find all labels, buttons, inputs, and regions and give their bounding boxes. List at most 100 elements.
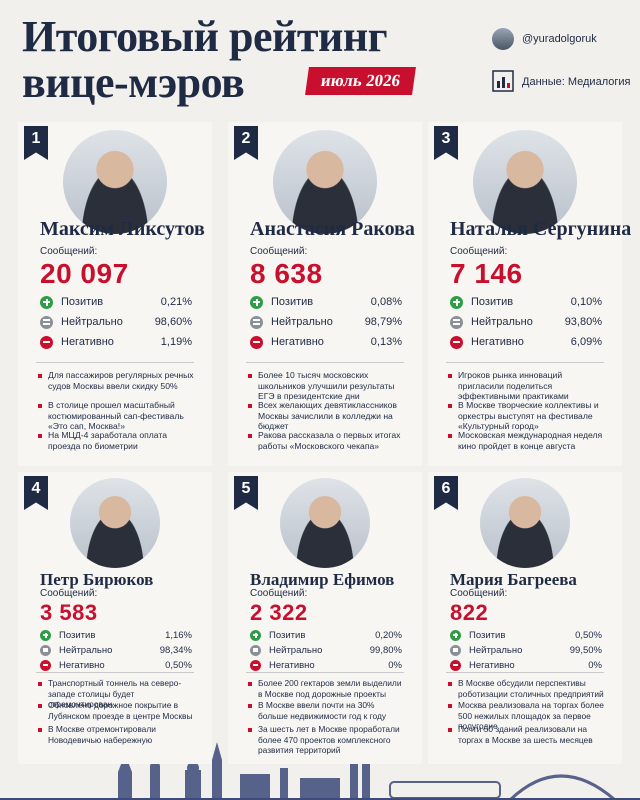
rating-card: 1 Максим Ликсутов Сообщений: 20 097 Позитив 0… [18,122,212,466]
sentiment-value: 98,60% [154,316,192,328]
divider [246,672,404,673]
rating-card: 3 Наталья Сергунина Сообщений: 7 146 Позитив… [428,122,631,466]
person-name: Наталья Сергунина [450,218,632,240]
news-item: Более 10 тысяч московских школьников улу… [248,370,406,402]
messages-label: Сообщений: [40,246,98,257]
sentiment-label: Позитив [59,630,96,641]
sentiment-icon [250,645,261,656]
sentiment-icon [40,630,51,641]
sentiment-icon [40,316,53,329]
sentiment-icon [450,645,461,656]
portrait [473,130,577,234]
messages-count: 2 322 [250,600,308,625]
messages-label: Сообщений: [40,588,98,599]
sentiment-value: 0,08% [370,296,402,308]
portrait [70,478,160,568]
sentiment-value: 98,79% [364,316,402,328]
sentiment-value: 0,10% [570,296,602,308]
rating-card: 6 Мария Багреева Сообщений: 822 Позитив 0,50%… [428,472,622,764]
sentiment-icon [250,630,261,641]
sentiment-label: Позитив [471,296,514,308]
chart-icon [492,70,514,92]
sentiment-value: 1,16% [165,630,192,641]
messages-label: Сообщений: [450,246,508,257]
news-item: Игроков рынка инноваций пригласили подел… [448,370,606,402]
person-name: Анастасия Ракова [250,218,415,240]
messages-label: Сообщений: [250,246,308,257]
news-item: В Москве ввели почти на 30% больше недви… [248,700,406,721]
news-item: Обновлено дорожное покрытие в Лубянском … [38,700,196,721]
sentiment-value: 0% [388,660,402,671]
messages-count: 8 638 [250,258,323,289]
sentiment-value: 93,80% [564,316,602,328]
messages-label: Сообщений: [250,588,308,599]
rank-badge: 4 [24,476,48,510]
source: Данные: Медиалогия [522,76,631,88]
sentiment-value: 0,50% [165,660,192,671]
person-name: Максим Ликсутов [40,218,205,240]
sentiment-icon [250,316,263,329]
news-item: На МЦД-4 заработала оплата проезда по би… [38,430,196,451]
messages-label: Сообщений: [450,588,508,599]
news-item: Более 200 гектаров земли выделили в Моск… [248,678,406,699]
sentiment-label: Негативно [469,660,515,671]
sentiment-value: 0,13% [370,336,402,348]
news-item: Московская международная неделя кино про… [448,430,606,451]
sentiment-label: Нейтрально [269,645,323,656]
news-item: Всех желающих девятиклассников Москвы за… [248,400,406,432]
divider [36,672,194,673]
news-item: В столице прошел масштабный костюмирован… [38,400,196,432]
title: вице-мэров [22,58,245,107]
rank-badge: 2 [234,126,258,160]
news-item: Для пассажиров регулярных речных судов М… [38,370,196,391]
sentiment-icon [450,336,463,349]
sentiment-label: Нейтрально [471,316,533,328]
messages-count: 822 [450,600,489,625]
sentiment-icon [450,296,463,309]
rank-badge: 5 [234,476,258,510]
rank-badge: 3 [434,126,458,160]
portrait [280,478,370,568]
portrait [63,130,167,234]
sentiment-icon [40,296,53,309]
sentiment-value: 99,50% [569,645,602,656]
messages-count: 3 583 [40,600,98,625]
sentiment-label: Негативно [59,660,105,671]
sentiment-icon [450,660,461,671]
rank-badge: 1 [24,126,48,160]
messages-count: 20 097 [40,258,129,289]
news-item: В Москве обсудили перспективы роботизаци… [448,678,606,699]
sentiment-label: Негативно [269,660,315,671]
news-item: Транспортный тоннель на северо-западе ст… [38,678,196,710]
rating-card: 5 Владимир Ефимов Сообщений: 2 322 Позитив 0,… [228,472,422,764]
sentiment-icon [250,660,261,671]
news-item: За шесть лет в Москве проработали более … [248,724,406,756]
sentiment-value: 0,20% [375,630,402,641]
sentiment-label: Нейтрально [59,645,113,656]
sentiment-label: Позитив [469,630,506,641]
sentiment-value: 0,21% [160,296,192,308]
sentiment-label: Негативно [61,336,114,348]
news-item: Ракова рассказала о первых итогах работы… [248,430,406,451]
sentiment-icon [450,316,463,329]
sentiment-value: 0% [588,660,602,671]
date-badge: июль 2026 [305,67,417,95]
sentiment-label: Позитив [271,296,314,308]
sentiment-value: 98,34% [159,645,192,656]
sentiment-label: Позитив [61,296,104,308]
sentiment-value: 1,19% [160,336,192,348]
sentiment-icon [40,645,51,656]
divider [446,672,604,673]
news-item: В Москве творческие коллективы и оркестр… [448,400,606,432]
sentiment-icon [450,630,461,641]
sentiment-value: 6,09% [570,336,602,348]
news-item: В Москве отремонтировали Новодевичью наб… [38,724,196,745]
handle[interactable]: @yuradolgoruk [522,33,597,45]
sentiment-icon [250,296,263,309]
person-name: Петр Бирюков [40,570,154,589]
person-name: Владимир Ефимов [250,570,395,589]
sentiment-label: Нейтрально [469,645,523,656]
sentiment-label: Позитив [269,630,306,641]
person-name: Мария Багреева [450,570,577,589]
